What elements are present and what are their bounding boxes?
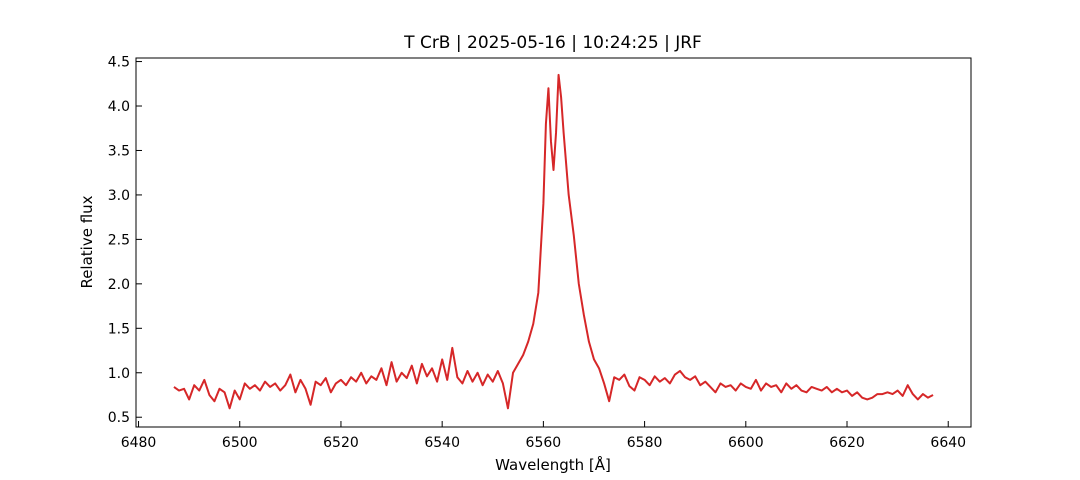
y-tick-label: 4.5 <box>108 55 130 71</box>
x-tick-label: 6540 <box>424 435 460 451</box>
y-tick-label: 3.0 <box>108 188 130 204</box>
y-tick-label: 2.5 <box>108 232 130 248</box>
x-tick-label: 6640 <box>930 435 966 451</box>
plot-frame <box>135 57 972 428</box>
x-tick-label: 6600 <box>728 435 764 451</box>
chart-title: T CrB | 2025-05-16 | 10:24:25 | JRF <box>403 33 702 53</box>
x-tick-label: 6580 <box>627 435 663 451</box>
y-tick-label: 4.0 <box>108 99 130 115</box>
x-tick-label: 6480 <box>121 435 157 451</box>
spectrum-line <box>173 73 934 410</box>
x-axis-label: Wavelength [Å] <box>495 455 611 474</box>
y-tick-label: 1.0 <box>108 366 130 382</box>
y-tick-label: 1.5 <box>108 321 130 337</box>
y-tick-label: 3.5 <box>108 143 130 159</box>
x-tick-label: 6500 <box>222 435 258 451</box>
x-tick-label: 6560 <box>526 435 562 451</box>
y-tick-label: 0.5 <box>108 410 130 426</box>
x-tick-label: 6620 <box>829 435 865 451</box>
y-tick-label: 2.0 <box>108 277 130 293</box>
y-axis-label: Relative flux <box>78 195 96 288</box>
x-tick-label: 6520 <box>323 435 359 451</box>
